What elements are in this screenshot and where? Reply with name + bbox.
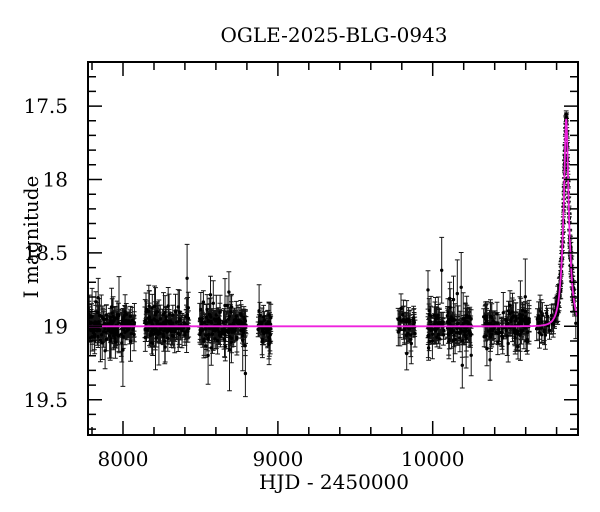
- plot-title: OGLE-2025-BLG-0943: [220, 23, 447, 47]
- model-curve-layer: [88, 118, 578, 328]
- data-points-layer: [88, 110, 578, 398]
- tick-labels-layer: 8000 9000 10000 17.5 18 18.5 19 19.5: [23, 94, 464, 471]
- y-tick-label: 19.5: [23, 388, 68, 412]
- x-tick-label: 10000: [401, 447, 465, 471]
- model-curve: [88, 118, 578, 328]
- x-axis-label: HJD - 2450000: [259, 470, 409, 494]
- axis-ticks: [89, 61, 577, 434]
- y-tick-label: 19: [43, 314, 68, 338]
- x-tick-label: 8000: [98, 447, 149, 471]
- y-axis-label: I magnitude: [19, 176, 43, 299]
- y-tick-label: 18: [43, 168, 68, 192]
- x-tick-label: 9000: [252, 447, 303, 471]
- error-bars: [88, 110, 578, 398]
- y-tick-label: 17.5: [23, 94, 68, 118]
- y-tick-label: 18.5: [23, 241, 68, 265]
- axes-layer: [87, 61, 579, 436]
- plot-frame: [87, 61, 579, 436]
